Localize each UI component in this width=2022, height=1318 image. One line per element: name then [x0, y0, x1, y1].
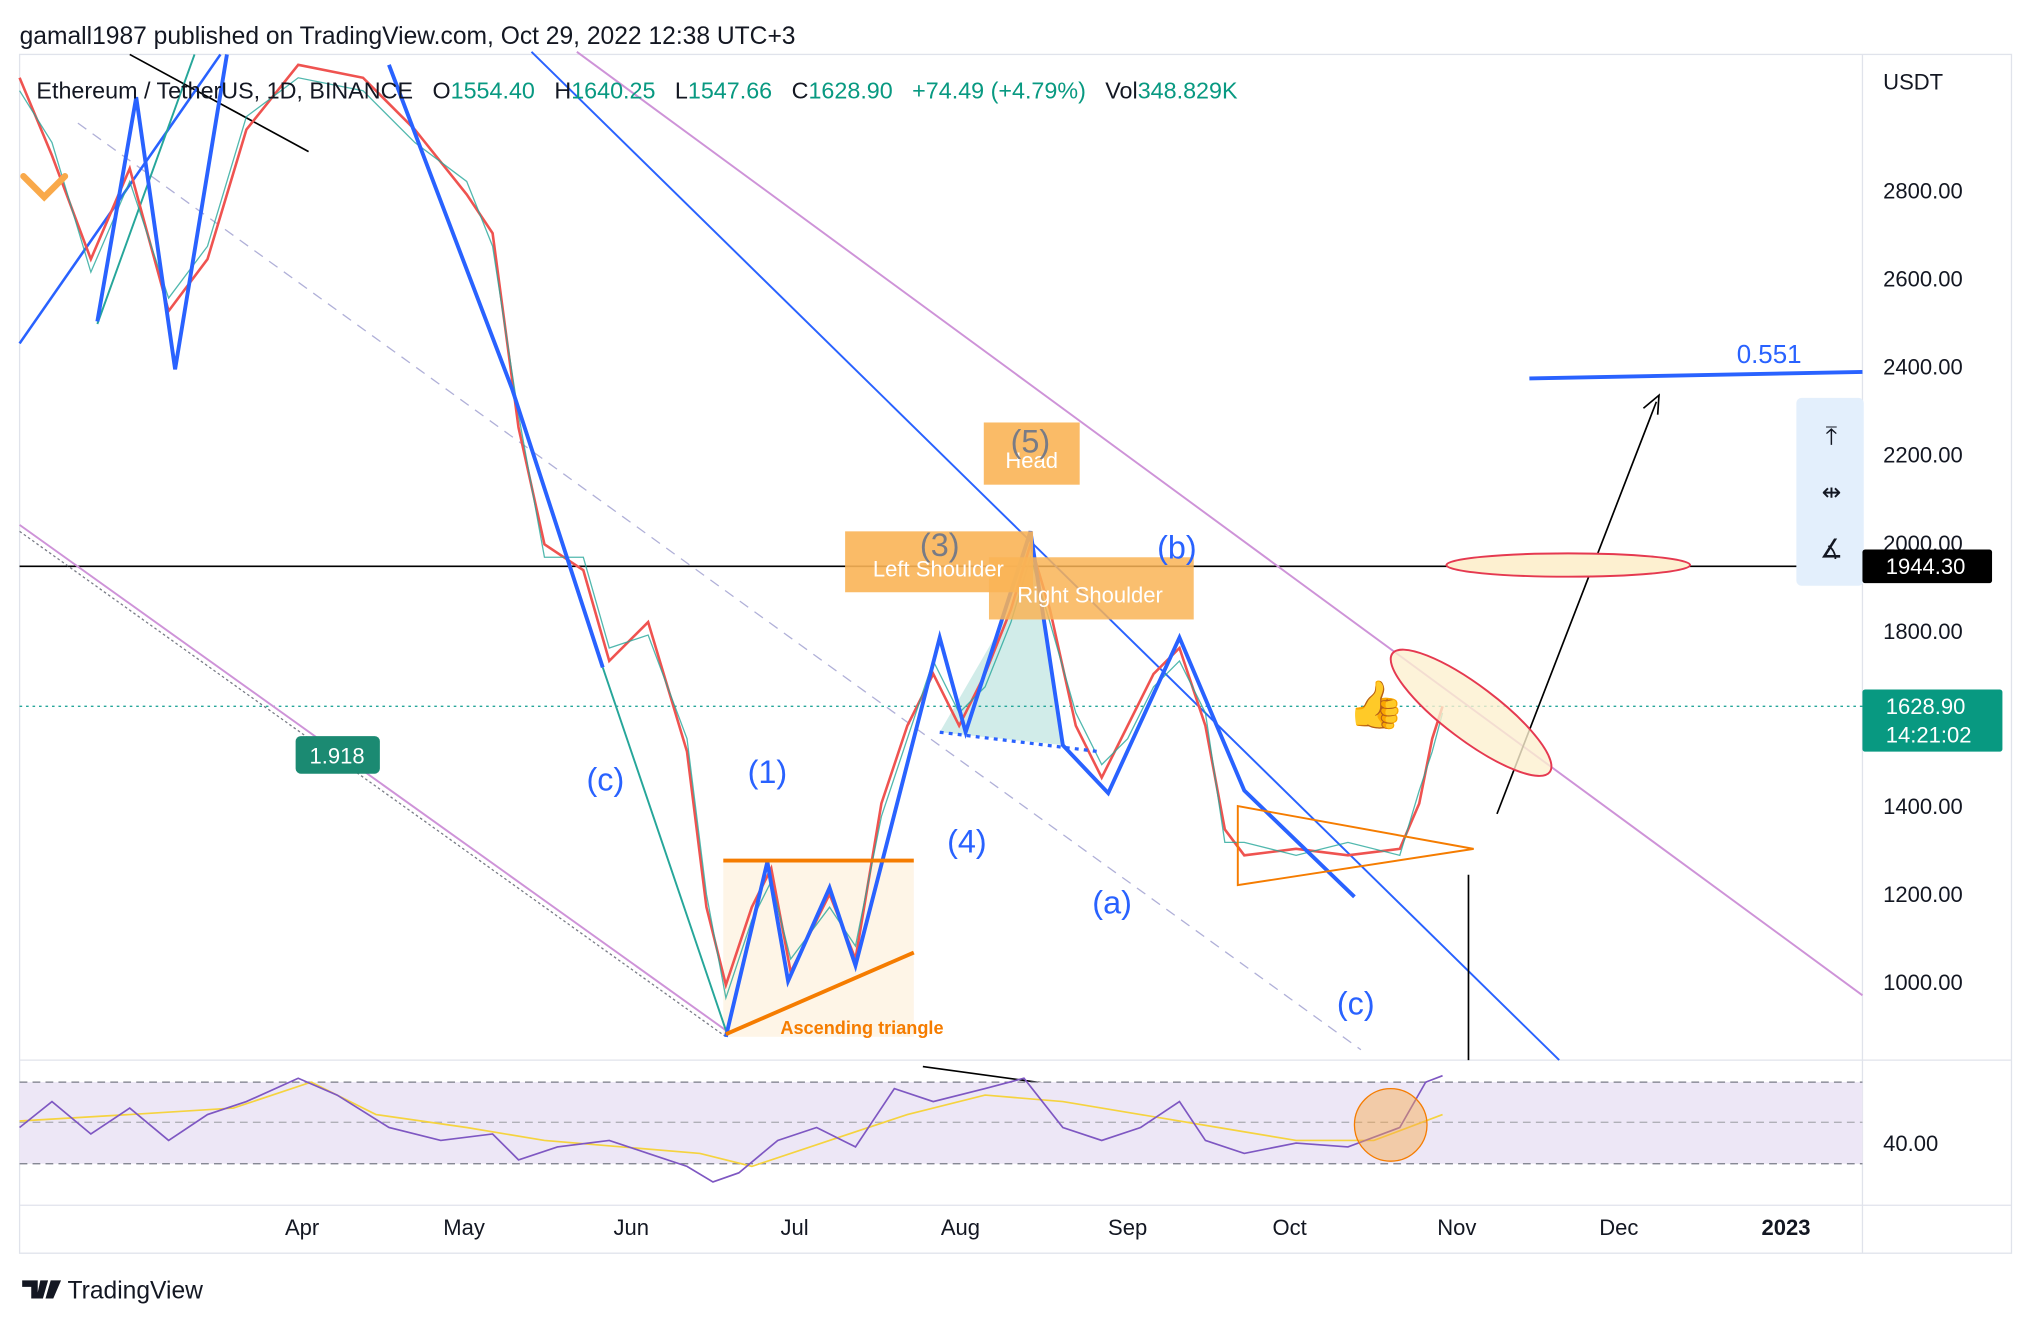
legend-key: H [554, 77, 571, 103]
x-tick-label: Aug [941, 1215, 980, 1240]
triangle-shape [1236, 804, 1474, 887]
wave-label: (1) [748, 754, 788, 790]
ratio-label: 1.918 [310, 743, 365, 768]
x-tick-label: Oct [1273, 1215, 1307, 1240]
wave-label: (c) [1337, 986, 1375, 1022]
wave-label: (a) [1092, 885, 1132, 921]
ratio-badge [295, 736, 380, 774]
toolbar [1796, 397, 1864, 586]
fib-label: 0.551 [1737, 341, 1802, 369]
arrow-head [1642, 393, 1660, 415]
legend-key: C [792, 77, 809, 103]
legend-line: Ethereum / TetherUS, 1D, BINANCE O1554.4… [36, 77, 1238, 103]
legend-value: 1628.90 [808, 77, 892, 103]
legend-key: Vol [1105, 77, 1137, 103]
highlight-ellipse [1445, 552, 1692, 578]
x-tick-label: Apr [285, 1215, 319, 1240]
wave-label: (c) [586, 762, 624, 798]
pattern-label: Ascending triangle [780, 1018, 943, 1038]
fib-line [1529, 369, 1863, 381]
countdown: 14:21:02 [1886, 723, 1972, 748]
price-badge [1862, 689, 2003, 752]
legend-value: 1554.40 [451, 77, 535, 103]
tool-icon[interactable]: ⤒ [1826, 423, 1838, 451]
x-tick-label: 2023 [1761, 1215, 1810, 1240]
tool-icon[interactable]: ∡ [1820, 535, 1843, 563]
last-price: 1628.90 [1886, 694, 1966, 719]
pattern-label: Left Shoulder [873, 557, 1004, 582]
legend-value: 1547.66 [688, 77, 772, 103]
axis-currency: USDT [1883, 69, 1943, 94]
price-path [19, 77, 1444, 1001]
pattern-label: Right Shoulder [1017, 583, 1163, 608]
trend-line [576, 51, 1864, 997]
wave-path [95, 54, 229, 370]
y-tick-label: 2600.00 [1883, 266, 1963, 291]
pattern-box [723, 860, 914, 1037]
chevron-icon [20, 173, 69, 202]
pattern-label: Head [1005, 448, 1058, 473]
x-tick-label: Jul [780, 1215, 808, 1240]
legend-value: 1640.25 [571, 77, 655, 103]
x-tick-label: Jun [614, 1215, 650, 1240]
legend-change: +74.49 (+4.79%) [912, 77, 1086, 103]
brand-logo [22, 1280, 62, 1299]
trend-line [19, 524, 727, 1032]
label-box [983, 422, 1080, 485]
triangle-line [725, 950, 915, 1036]
legend-symbol: Ethereum / TetherUS, 1D, BINANCE [36, 77, 413, 103]
rsi-line [19, 1074, 1443, 1183]
y-tick-label: 1000.00 [1883, 970, 1963, 995]
wave-path [387, 64, 605, 669]
y-tick-label: 1400.00 [1883, 794, 1963, 819]
trend-line [77, 122, 1362, 1051]
x-tick-label: Dec [1599, 1215, 1638, 1240]
wave-label: (5) [1011, 423, 1051, 459]
highlight-ellipse [1389, 648, 1553, 777]
level-label: 1944.30 [1886, 554, 1966, 579]
publisher-line: gamall1987 published on TradingView.com,… [20, 23, 796, 50]
rsi-tick-label: 40.00 [1883, 1131, 1938, 1156]
trend-line [530, 51, 1560, 1061]
chart-frame [18, 53, 2013, 1254]
tool-icon[interactable]: ⇹ [1822, 479, 1842, 505]
label-box [988, 557, 1194, 620]
legend-value: 348.829K [1138, 77, 1238, 103]
legend-key: O [432, 77, 450, 103]
level-badge [1862, 549, 1993, 584]
y-tick-label: 1800.00 [1883, 619, 1963, 644]
y-tick-label: 2200.00 [1883, 443, 1963, 468]
trend-line [601, 667, 727, 1031]
thumbs-icon: 👍 [1347, 678, 1405, 732]
rsi-highlight [1353, 1087, 1428, 1162]
trend-line [96, 54, 196, 325]
wave-path [723, 530, 1356, 1038]
y-tick-label: 1200.00 [1883, 882, 1963, 907]
y-tick-label: 2400.00 [1883, 355, 1963, 380]
wave-label: (b) [1157, 530, 1197, 566]
x-tick-label: Nov [1437, 1215, 1476, 1240]
wave-label: (3) [920, 527, 960, 563]
wave-label: (4) [947, 824, 987, 860]
y-tick-label: 2800.00 [1883, 178, 1963, 203]
x-tick-label: May [443, 1215, 485, 1240]
brand-name: TradingView [68, 1278, 204, 1305]
legend-key: L [675, 77, 688, 103]
x-tick-label: Sep [1108, 1215, 1147, 1240]
rsi-ma [19, 1081, 1443, 1168]
rsi-band [19, 1082, 1863, 1164]
